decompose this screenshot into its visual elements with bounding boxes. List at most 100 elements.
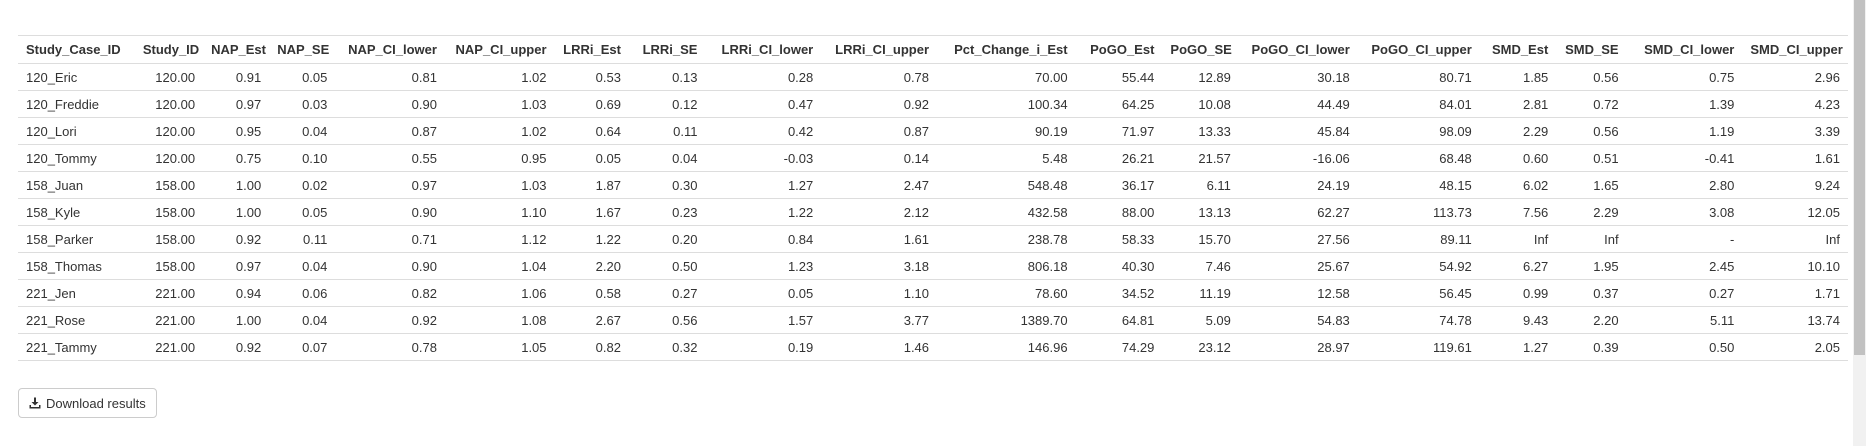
table-cell: 0.11 [628, 117, 706, 145]
table-cell: 0.51 [1556, 144, 1627, 172]
table-cell: 1.27 [1479, 333, 1557, 361]
table-cell: 0.32 [628, 333, 706, 361]
table-cell: 0.92 [821, 90, 938, 118]
table-cell: 0.95 [203, 117, 270, 145]
table-cell: 2.20 [1556, 306, 1627, 334]
table-cell: 158_Thomas [18, 252, 135, 280]
table-cell: 0.81 [335, 63, 445, 91]
table-cell: 146.96 [937, 333, 1076, 361]
table-cell: -0.41 [1626, 144, 1743, 172]
table-cell: 58.33 [1075, 225, 1163, 253]
table-cell: 221.00 [134, 306, 204, 334]
table-cell: 2.45 [1626, 252, 1743, 280]
table-cell: 120.00 [134, 90, 204, 118]
table-cell: 44.49 [1238, 90, 1358, 118]
table-cell: 1.00 [203, 171, 270, 199]
table-cell: 120_Freddie [18, 90, 135, 118]
table-cell: -0.03 [705, 144, 822, 172]
table-cell: 2.47 [821, 171, 938, 199]
table-row: 158_Parker 158.00 0.92 0.11 0.71 1.12 1.22 0.20… [18, 225, 1848, 253]
table-cell: 5.11 [1626, 306, 1743, 334]
column-header: LRRi_Est [554, 36, 629, 64]
table-cell: 74.78 [1357, 306, 1480, 334]
table-cell: 68.48 [1357, 144, 1480, 172]
table-cell: 9.24 [1742, 171, 1848, 199]
table-cell: 1.85 [1479, 63, 1557, 91]
table-cell: 0.04 [628, 144, 706, 172]
table-cell: 9.43 [1479, 306, 1557, 334]
vertical-scrollbar[interactable] [1853, 0, 1866, 446]
table-cell: 0.05 [554, 144, 629, 172]
table-cell: 15.70 [1162, 225, 1239, 253]
table-cell: 0.06 [269, 279, 336, 307]
table-cell: 48.15 [1357, 171, 1480, 199]
table-cell: 0.78 [335, 333, 445, 361]
table-cell: 1.19 [1626, 117, 1743, 145]
table-cell: 0.37 [1556, 279, 1627, 307]
column-header: Pct_Change_i_Est [937, 36, 1076, 64]
table-cell: 1.23 [705, 252, 822, 280]
table-cell: 0.90 [335, 198, 445, 226]
table-cell: 1.03 [444, 90, 555, 118]
table-cell: - [1626, 225, 1743, 253]
table-cell: 0.05 [705, 279, 822, 307]
table-cell: 0.39 [1556, 333, 1627, 361]
table-cell: 64.81 [1075, 306, 1163, 334]
table-cell: 1.71 [1742, 279, 1848, 307]
table-cell: 54.92 [1357, 252, 1480, 280]
table-cell: 0.92 [203, 225, 270, 253]
column-header: PoGO_Est [1075, 36, 1163, 64]
table-cell: 0.04 [269, 117, 336, 145]
table-cell: 432.58 [937, 198, 1076, 226]
table-cell: 1.95 [1556, 252, 1627, 280]
table-cell: 0.27 [1626, 279, 1743, 307]
table-cell: 158.00 [134, 225, 204, 253]
column-header: PoGO_CI_upper [1357, 36, 1480, 64]
scrollbar-thumb[interactable] [1854, 0, 1865, 355]
table-cell: 1.06 [444, 279, 555, 307]
table-row: 120_Freddie 120.00 0.97 0.03 0.90 1.03 0.69 0.1… [18, 90, 1848, 118]
table-cell: 23.12 [1162, 333, 1239, 361]
table-row: 158_Juan 158.00 1.00 0.02 0.97 1.03 1.87 0.30 1.… [18, 171, 1848, 199]
table-cell: 1.02 [444, 117, 555, 145]
table-cell: 0.78 [821, 63, 938, 91]
table-cell: 0.92 [203, 333, 270, 361]
table-cell: 0.94 [203, 279, 270, 307]
table-cell: 0.69 [554, 90, 629, 118]
table-row: 120_Tommy 120.00 0.75 0.10 0.55 0.95 0.05 0.04-… [18, 144, 1848, 172]
table-cell: 0.03 [269, 90, 336, 118]
table-cell: 2.67 [554, 306, 629, 334]
top-divider [18, 35, 1848, 36]
table-body: 120_Eric 120.00 0.91 0.05 0.81 1.02 0.53 0.13 0.… [18, 63, 1848, 361]
table-cell: 4.23 [1742, 90, 1848, 118]
table-cell: 0.90 [335, 90, 445, 118]
download-results-button[interactable]: Download results [18, 388, 157, 418]
table-cell: 0.56 [628, 306, 706, 334]
table-cell: 221_Rose [18, 306, 135, 334]
download-button-label: Download results [46, 395, 146, 411]
column-header: SMD_CI_lower [1626, 36, 1743, 64]
column-header: NAP_Est [203, 36, 270, 64]
table-cell: 158.00 [134, 171, 204, 199]
column-header: SMD_Est [1479, 36, 1557, 64]
table-cell: 221.00 [134, 333, 204, 361]
table-cell: 0.87 [821, 117, 938, 145]
table-cell: 11.19 [1162, 279, 1239, 307]
table-cell: 0.91 [203, 63, 270, 91]
table-cell: 2.29 [1556, 198, 1627, 226]
table-cell: 0.13 [628, 63, 706, 91]
table-cell: 12.05 [1742, 198, 1848, 226]
table-cell: 238.78 [937, 225, 1076, 253]
table-row: 120_Lori 120.00 0.95 0.04 0.87 1.02 0.64 0.11 0.… [18, 117, 1848, 145]
table-cell: 120_Lori [18, 117, 135, 145]
table-cell: 120_Eric [18, 63, 135, 91]
table-cell: 0.05 [269, 198, 336, 226]
column-header: Study_Case_ID [18, 36, 135, 64]
table-cell: Inf [1479, 225, 1557, 253]
table-cell: 0.75 [203, 144, 270, 172]
table-cell: 0.04 [269, 252, 336, 280]
table-cell: 0.10 [269, 144, 336, 172]
table-cell: 0.42 [705, 117, 822, 145]
table-cell: 1.04 [444, 252, 555, 280]
table-cell: 0.19 [705, 333, 822, 361]
